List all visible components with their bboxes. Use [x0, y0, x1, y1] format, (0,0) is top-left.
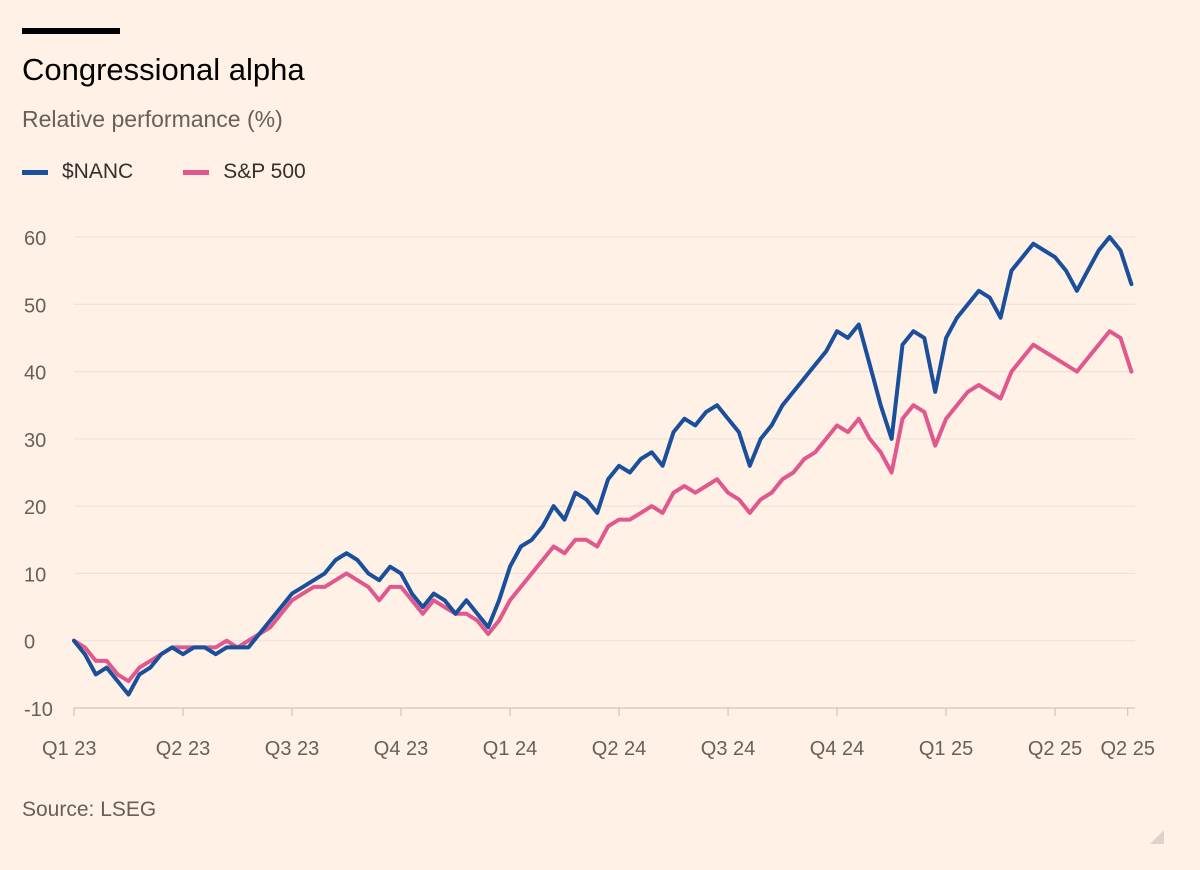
- chart-title: Congressional alpha: [22, 52, 305, 87]
- chart-subtitle: Relative performance (%): [22, 106, 283, 132]
- y-tick-label: 50: [24, 295, 46, 317]
- y-tick-label: 10: [24, 564, 46, 586]
- y-axis-ticks: -10 0 10 20 30 40 50 60: [24, 228, 53, 721]
- y-tick-label: 60: [24, 228, 46, 250]
- legend-item-nanc: $NANC: [22, 160, 133, 184]
- series-line-nanc: [72, 235, 1134, 697]
- resize-corner-icon: [1150, 830, 1164, 844]
- legend-label-nanc: $NANC: [62, 160, 134, 183]
- y-tick-label: -10: [24, 699, 53, 721]
- x-tick-label: Q2 25: [1100, 738, 1154, 760]
- top-rule: [22, 28, 120, 34]
- x-tick-label: Q1 24: [483, 738, 537, 760]
- y-tick-label: 40: [24, 363, 46, 385]
- y-tick-label: 0: [24, 632, 35, 654]
- y-tick-label: 30: [24, 430, 46, 452]
- y-tick-label: 20: [24, 497, 46, 519]
- legend-item-sp500: S&P 500: [183, 160, 306, 184]
- source-note: Source: LSEG: [22, 798, 157, 821]
- gridlines: [74, 236, 1135, 709]
- legend-swatch-sp500: [183, 169, 210, 175]
- legend: $NANC S&P 500: [22, 158, 356, 186]
- x-tick-label: Q4 24: [810, 738, 864, 760]
- series-line-sp500: [72, 329, 1134, 684]
- x-tick-label: Q1 23: [42, 738, 96, 760]
- x-tick-label: Q4 23: [374, 738, 428, 760]
- x-axis-ticks: Q1 23 Q2 23 Q3 23 Q4 23 Q1 24 Q2 24 Q3 24 Q4 24…: [42, 708, 1155, 760]
- legend-label-sp500: S&P 500: [223, 160, 306, 183]
- legend-swatch-nanc: [22, 169, 48, 175]
- x-tick-label: Q2 25: [1028, 738, 1082, 760]
- x-tick-label: Q3 23: [265, 738, 319, 760]
- x-tick-label: Q2 23: [156, 738, 210, 760]
- x-tick-label: Q1 25: [919, 738, 973, 760]
- x-tick-label: Q2 24: [592, 738, 646, 760]
- x-tick-label: Q3 24: [701, 738, 755, 760]
- series-lines: [72, 235, 1134, 697]
